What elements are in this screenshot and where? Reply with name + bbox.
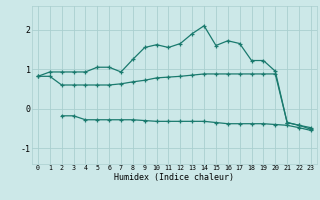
X-axis label: Humidex (Indice chaleur): Humidex (Indice chaleur)	[115, 173, 234, 182]
